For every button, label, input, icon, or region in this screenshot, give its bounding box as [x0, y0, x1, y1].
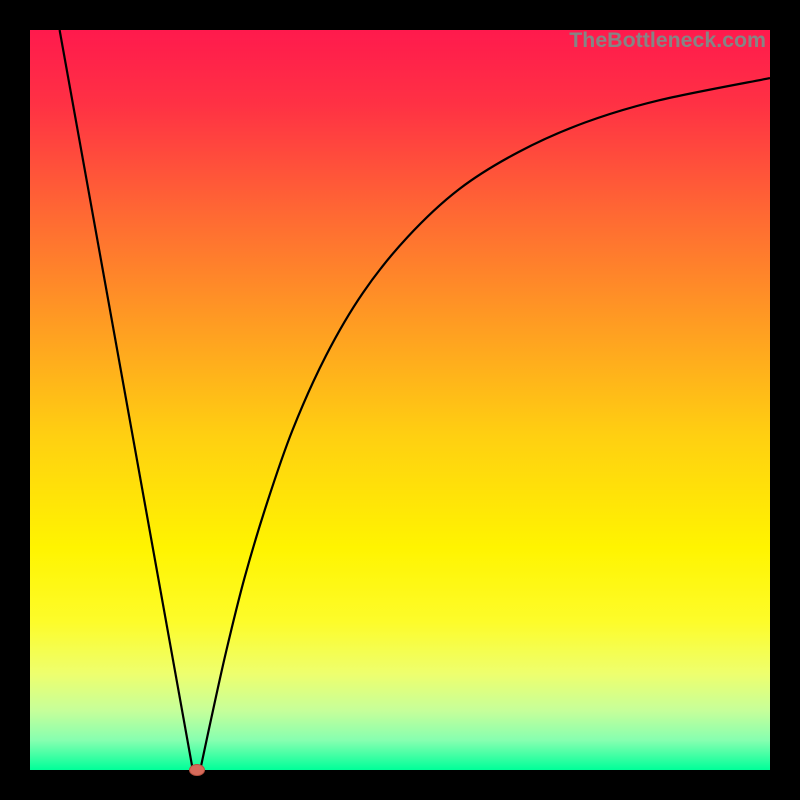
- chart-frame: TheBottleneck.com: [0, 0, 800, 800]
- curve-layer: [30, 30, 770, 770]
- watermark-text: TheBottleneck.com: [569, 28, 766, 53]
- curve-left: [60, 30, 193, 770]
- minimum-marker: [189, 764, 205, 776]
- plot-area: [30, 30, 770, 770]
- curve-right: [200, 78, 770, 770]
